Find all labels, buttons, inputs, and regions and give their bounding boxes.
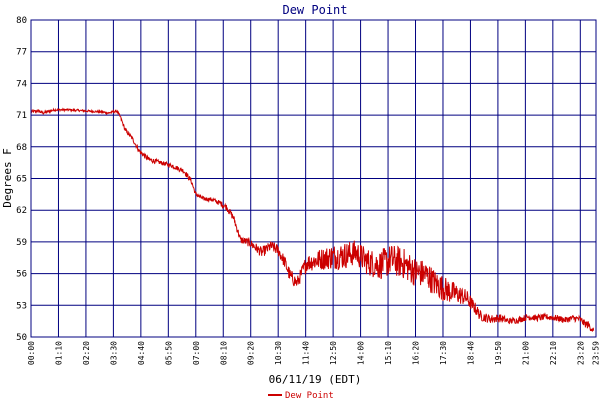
legend: Dew Point <box>268 391 334 400</box>
plot-frame <box>30 19 597 338</box>
x-tick-label: 19:50 <box>494 341 503 365</box>
series-group <box>30 107 595 333</box>
y-tick-label: 77 <box>16 48 27 58</box>
x-tick-label: 23:59 <box>592 341 600 365</box>
y-tick-label: 65 <box>16 175 27 185</box>
y-tick-labels: 80 77 74 71 68 65 62 59 56 53 50 <box>16 16 27 343</box>
x-tick-label: 22:10 <box>549 341 558 365</box>
chart-title: Dew Point <box>282 3 347 17</box>
x-tick-label: 11:40 <box>302 341 311 365</box>
x-tick-label: 12:50 <box>329 341 338 365</box>
x-tick-label: 14:00 <box>357 341 366 365</box>
y-tick-label: 80 <box>16 16 27 26</box>
x-tick-label: 03:30 <box>109 341 118 365</box>
x-tick-label: 07:00 <box>192 341 201 365</box>
x-tick-label: 00:00 <box>27 341 36 365</box>
y-tick-label: 56 <box>16 270 27 280</box>
x-tick-label: 05:50 <box>164 341 173 365</box>
x-tick-label: 09:20 <box>247 341 256 365</box>
y-tick-label: 68 <box>16 143 27 153</box>
x-tick-label: 02:20 <box>82 341 91 365</box>
y-tick-label: 74 <box>16 79 27 89</box>
x-tick-label: 04:40 <box>137 341 146 365</box>
y-tick-label: 50 <box>16 333 27 343</box>
x-axis-label: 06/11/19 (EDT) <box>269 373 362 386</box>
x-tick-label: 23:20 <box>576 341 585 365</box>
x-tick-labels: 00:00 01:10 02:20 03:30 04:40 05:50 07:00 08:10… <box>27 341 600 365</box>
series-line-dew-point <box>30 107 595 333</box>
y-tick-label: 59 <box>16 238 27 248</box>
y-axis-label: Degrees F <box>1 148 14 208</box>
x-tick-label: 21:00 <box>521 341 530 365</box>
legend-label: Dew Point <box>285 391 334 400</box>
x-tick-label: 08:10 <box>219 341 228 365</box>
x-tick-label: 15:10 <box>384 341 393 365</box>
x-tick-label: 17:30 <box>439 341 448 365</box>
x-tick-label: 16:20 <box>412 341 421 365</box>
y-tick-label: 62 <box>16 206 27 216</box>
x-tick-label: 10:30 <box>274 341 283 365</box>
x-tick-label: 18:40 <box>466 341 475 365</box>
grid <box>31 19 596 338</box>
y-tick-label: 71 <box>16 111 27 121</box>
x-tick-label: 01:10 <box>54 341 63 365</box>
y-tick-label: 53 <box>16 301 27 311</box>
